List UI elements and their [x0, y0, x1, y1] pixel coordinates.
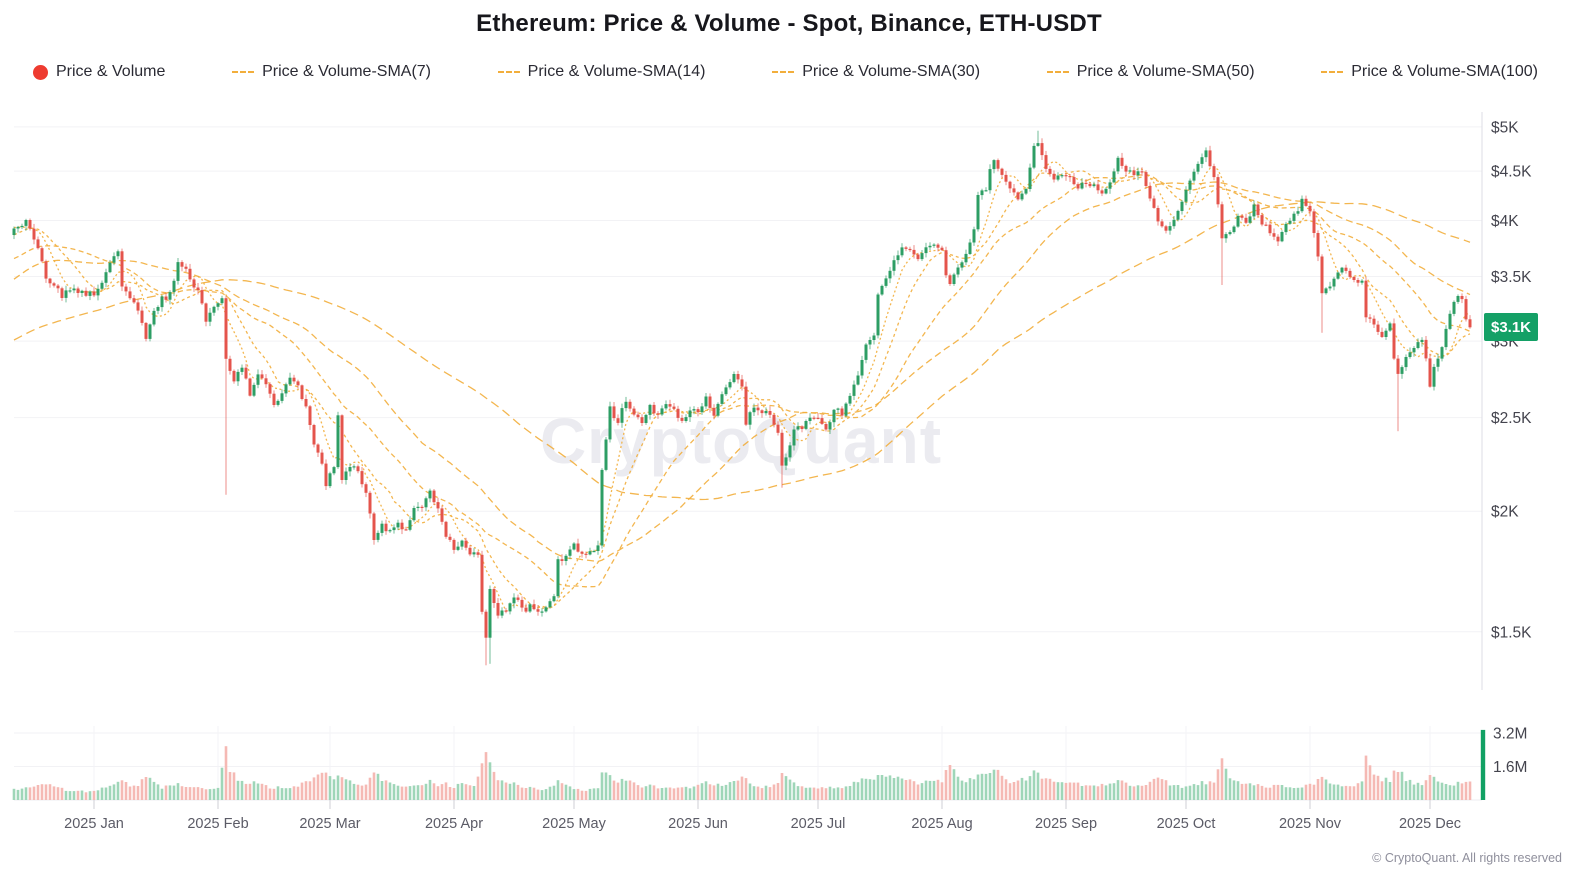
x-axis-labels: 2025 Jan 2025 Feb 2025 Mar 2025 Apr 2025 May… — [64, 816, 1461, 832]
price-axis-line — [1480, 112, 1486, 800]
legend-item-0[interactable]: Price & Volume — [33, 63, 165, 81]
volume-bars — [12, 746, 1472, 800]
svg-text:2025 Mar: 2025 Mar — [299, 816, 360, 832]
chart-legend: Price & Volume Price & Volume-SMA(7) Price… — [0, 58, 1578, 86]
legend-dash-icon — [1046, 71, 1069, 73]
svg-text:$4K: $4K — [1491, 213, 1519, 230]
legend-item-label: Price & Volume-SMA(7) — [262, 63, 431, 80]
svg-text:2025 Dec: 2025 Dec — [1399, 816, 1461, 832]
legend-item-label: Price & Volume-SMA(50) — [1076, 63, 1255, 80]
legend-item-label: Price & Volume-SMA(100) — [1351, 63, 1538, 80]
legend-item-1[interactable]: Price & Volume-SMA(7) — [232, 63, 431, 81]
candle-wicks — [13, 130, 1471, 666]
legend-item-label: Price & Volume — [56, 63, 166, 80]
legend-item-label: Price & Volume-SMA(30) — [802, 63, 981, 80]
svg-text:2025 Feb: 2025 Feb — [187, 816, 248, 832]
candles — [12, 143, 1472, 638]
svg-text:3.2M: 3.2M — [1493, 726, 1527, 743]
legend-dash-icon — [232, 71, 255, 73]
svg-text:$1.5K: $1.5K — [1491, 624, 1532, 641]
svg-text:2025 May: 2025 May — [542, 816, 606, 832]
legend-item-3[interactable]: Price & Volume-SMA(30) — [772, 63, 980, 81]
svg-text:2025 Apr: 2025 Apr — [425, 816, 483, 832]
svg-text:2025 Aug: 2025 Aug — [911, 816, 972, 832]
legend-dash-icon — [1321, 71, 1344, 73]
svg-text:$4.5K: $4.5K — [1491, 164, 1532, 181]
svg-text:$3.5K: $3.5K — [1491, 269, 1532, 286]
legend-item-4[interactable]: Price & Volume-SMA(50) — [1046, 63, 1255, 81]
svg-text:2025 Nov: 2025 Nov — [1279, 816, 1342, 832]
svg-text:$2.5K: $2.5K — [1491, 410, 1532, 427]
legend-dash-icon — [772, 71, 795, 73]
y-axis-labels: $5K$4.5K$4K$3.5K$3K$2.5K$2K$1.5K — [1491, 119, 1532, 641]
svg-text:2025 Jul: 2025 Jul — [791, 816, 846, 832]
svg-text:$5K: $5K — [1491, 119, 1519, 136]
legend-item-label: Price & Volume-SMA(14) — [527, 63, 706, 80]
svg-text:$2K: $2K — [1491, 504, 1519, 521]
legend-item-2[interactable]: Price & Volume-SMA(14) — [497, 63, 706, 81]
svg-text:1.6M: 1.6M — [1493, 759, 1527, 776]
copyright-text: © CryptoQuant. All rights reserved — [1372, 851, 1562, 865]
legend-item-5[interactable]: Price & Volume-SMA(100) — [1321, 63, 1538, 81]
svg-text:2025 Jun: 2025 Jun — [668, 816, 728, 832]
svg-text:2025 Oct: 2025 Oct — [1157, 816, 1216, 832]
legend-dot-icon — [33, 64, 48, 80]
gridlines — [14, 126, 1482, 809]
svg-text:2025 Sep: 2025 Sep — [1035, 816, 1097, 832]
volume-axis-labels: 3.2M 1.6M — [1493, 726, 1527, 777]
last-price-badge: $3.1K — [1484, 313, 1538, 341]
svg-text:2025 Jan: 2025 Jan — [64, 816, 124, 832]
chart-title: Ethereum: Price & Volume - Spot, Binance… — [476, 10, 1102, 37]
legend-dash-icon — [497, 71, 520, 73]
